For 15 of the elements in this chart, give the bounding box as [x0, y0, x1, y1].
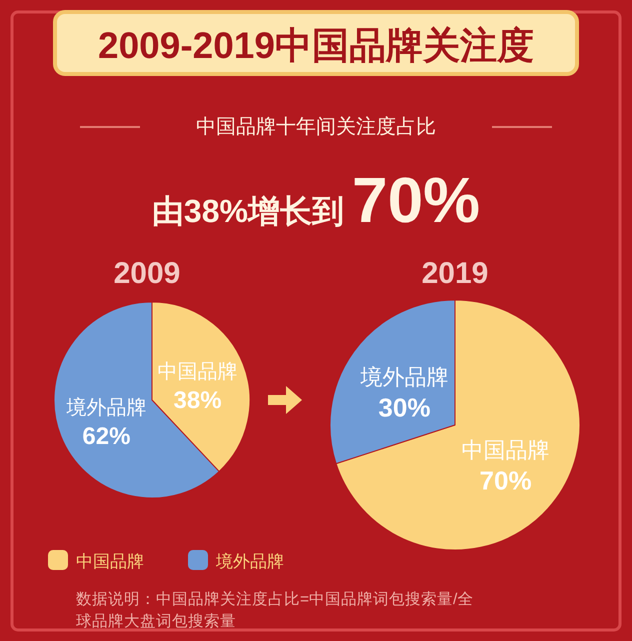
text: 2009-2019中国品牌关注度 [98, 25, 534, 66]
chart-title: 2019 [422, 257, 488, 290]
slice-label: 境外品牌 [359, 364, 448, 390]
text: 数据说明：中国品牌关注度占比=中国品牌词包搜索量/全球品牌大盘词包搜索量 [76, 590, 474, 630]
text: 中国品牌十年间关注度占比 [196, 116, 436, 138]
chart-title: 2009 [114, 257, 180, 290]
data-label: 70% [480, 466, 532, 496]
legend-label: 境外品牌 [215, 552, 284, 571]
slice-label: 中国品牌 [158, 360, 238, 383]
data-label: 38% [174, 386, 222, 414]
data-label: 62% [82, 423, 130, 450]
data-label: 30% [378, 392, 430, 422]
slice-label: 中国品牌 [462, 438, 550, 463]
slice-label: 境外品牌 [65, 397, 146, 420]
legend-label: 中国品牌 [76, 552, 144, 571]
